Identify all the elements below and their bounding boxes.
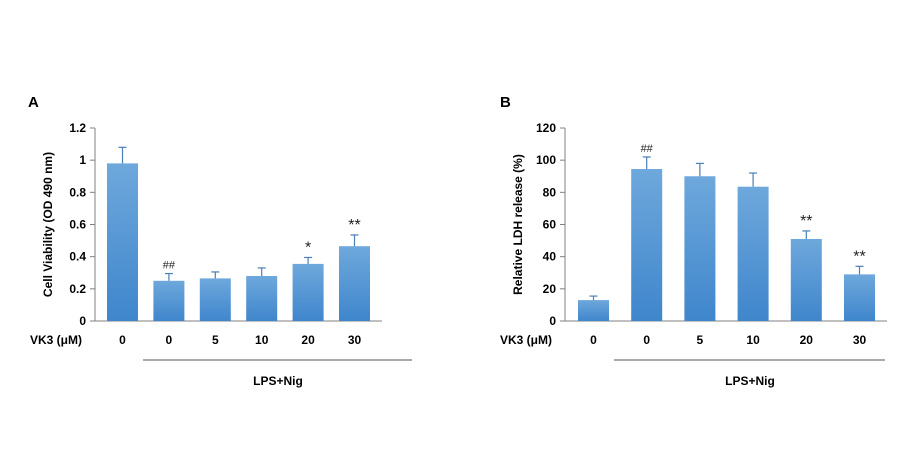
y-tick-label: 0.4 [69, 250, 86, 264]
y-tick-label: 40 [543, 250, 557, 264]
y-tick-label: 120 [536, 121, 556, 135]
significance-marker: ## [641, 143, 654, 155]
x-category-label: 0 [590, 333, 597, 347]
x-category-label: 0 [643, 333, 650, 347]
group-label: LPS+Nig [725, 374, 775, 388]
significance-marker: ** [348, 217, 360, 234]
bar [199, 278, 231, 321]
bar [578, 300, 609, 321]
y-tick-label: 80 [543, 185, 557, 199]
y-tick-label: 20 [543, 282, 557, 296]
y-axis-title: Relative LDH release (%) [511, 154, 525, 295]
bar [844, 274, 875, 321]
y-tick-label: 1 [79, 153, 86, 167]
panel-label: A [28, 94, 39, 111]
bar [246, 275, 278, 321]
x-category-label: 10 [255, 333, 269, 347]
y-tick-label: 0.6 [69, 218, 86, 232]
y-tick-label: 0 [79, 314, 86, 328]
bar [790, 238, 822, 321]
group-label: LPS+Nig [253, 374, 303, 388]
y-axis-title: Cell Viability (OD 490 nm) [41, 152, 55, 297]
x-category-label: 5 [212, 333, 219, 347]
significance-marker: ## [163, 260, 176, 272]
y-tick-label: 0.2 [69, 282, 86, 296]
x-category-label: 20 [301, 333, 315, 347]
y-tick-label: 60 [543, 218, 557, 232]
y-tick-label: 0.8 [69, 185, 86, 199]
bar [684, 176, 716, 321]
y-tick-label: 1.2 [69, 121, 86, 135]
x-row-label: VK3 (μM) [30, 333, 82, 347]
significance-marker: * [305, 239, 311, 256]
panel-a-chart: A 0 0.2 0.4 0.6 0.8 1 1.2 Cell Viability (OD 490… [28, 94, 412, 388]
bar [339, 246, 370, 321]
bar [153, 280, 185, 321]
x-row-label: VK3 (μM) [500, 333, 552, 347]
y-tick-label: 0 [549, 314, 556, 328]
bar [107, 163, 138, 321]
panel-label: B [500, 94, 511, 111]
bar [631, 169, 663, 321]
x-category-label: 0 [119, 333, 126, 347]
x-category-label: 30 [348, 333, 362, 347]
x-category-label: 20 [800, 333, 814, 347]
x-category-label: 5 [697, 333, 704, 347]
significance-marker: ** [800, 213, 812, 230]
y-tick-label: 100 [536, 153, 556, 167]
x-category-label: 10 [746, 333, 760, 347]
x-category-label: 30 [853, 333, 867, 347]
bar [737, 186, 769, 321]
x-category-label: 0 [166, 333, 173, 347]
significance-marker: ** [853, 248, 865, 265]
bar [292, 263, 324, 321]
